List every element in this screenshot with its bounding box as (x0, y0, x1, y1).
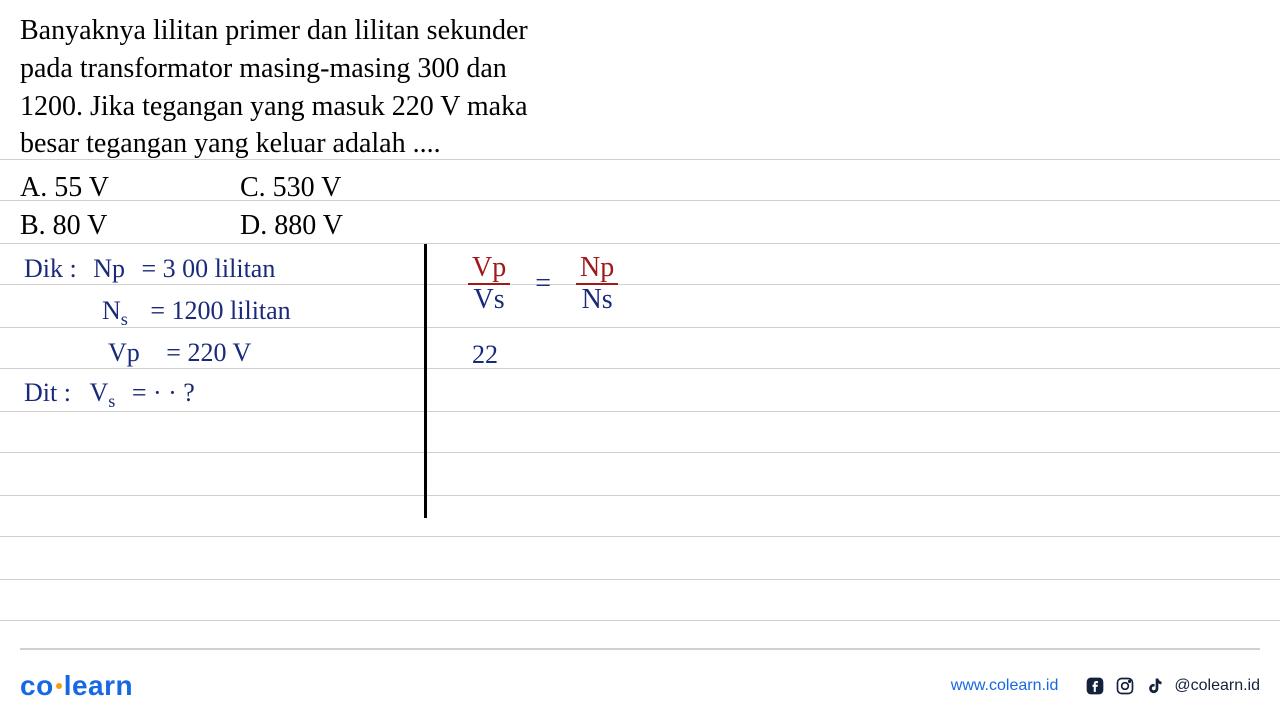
footer: colearn www.colearn.id @colearn.id (20, 666, 1260, 706)
question-line-2: pada transformator masing-masing 300 dan (20, 50, 1260, 88)
social-handle: @colearn.id (1174, 677, 1260, 695)
dit-label: Dit : (24, 378, 71, 407)
instagram-icon (1114, 675, 1136, 697)
ns-value: = 1200 lilitan (150, 296, 290, 325)
vs-value: = · · ? (132, 378, 195, 407)
option-a: A. 55 V (20, 169, 240, 207)
option-b: B. 80 V (20, 207, 240, 245)
np-label: Np (93, 254, 125, 283)
footer-right: www.colearn.id @colearn.id (951, 675, 1260, 697)
question-block: Banyaknya lilitan primer dan lilitan sek… (20, 12, 1260, 245)
option-c: C. 530 V (240, 169, 343, 207)
facebook-icon (1084, 675, 1106, 697)
options: A. 55 V B. 80 V C. 530 V D. 880 V (20, 169, 1260, 245)
vertical-divider (424, 244, 427, 518)
fraction-np-ns: Np Ns (576, 254, 618, 314)
question-line-3: 1200. Jika tegangan yang masuk 220 V mak… (20, 88, 1260, 126)
dik-label: Dik : (24, 254, 77, 283)
fraction-vp-vs: Vp Vs (468, 254, 510, 314)
vp-value: = 220 V (166, 338, 251, 367)
social-links: @colearn.id (1084, 675, 1260, 697)
question-line-1: Banyaknya lilitan primer dan lilitan sek… (20, 12, 1260, 50)
vs-label: Vs (89, 378, 115, 407)
partial-value: 22 (472, 340, 498, 370)
equals-sign: = (535, 268, 551, 299)
logo-learn: learn (64, 670, 133, 701)
logo-dot-icon (56, 683, 62, 689)
footer-divider (20, 648, 1260, 650)
brand-logo: colearn (20, 670, 133, 702)
np-value: = 3 00 lilitan (142, 254, 276, 283)
ns-label: Ns (102, 296, 128, 325)
website-url: www.colearn.id (951, 677, 1059, 695)
question-line-4: besar tegangan yang keluar adalah .... (20, 125, 1260, 163)
logo-co: co (20, 670, 54, 701)
page: Banyaknya lilitan primer dan lilitan sek… (0, 0, 1280, 720)
option-d: D. 880 V (240, 207, 343, 245)
tiktok-icon (1144, 675, 1166, 697)
vp-label: Vp (108, 338, 140, 367)
